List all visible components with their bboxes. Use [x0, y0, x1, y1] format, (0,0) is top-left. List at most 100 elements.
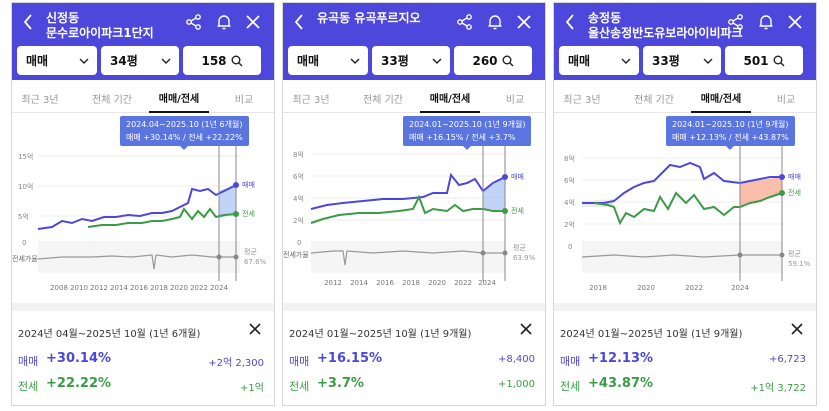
chevron-down-icon — [618, 53, 634, 69]
period-tabs: 최근 3년 전체 기간 매매/전세 비교 — [283, 83, 545, 113]
trade-type-select[interactable]: 매매 — [559, 46, 639, 75]
back-arrow-icon[interactable] — [291, 13, 307, 31]
trade-type-value: 매매 — [568, 54, 591, 68]
sale-change-amount: +8,400 — [497, 354, 535, 365]
close-icon[interactable] — [786, 13, 804, 31]
trade-type-select[interactable]: 매매 — [17, 46, 97, 75]
panel-header: 신정동 문수로아이파크1단지 매매 34평 158 — [12, 3, 274, 80]
ratio-band — [582, 241, 782, 273]
price-chart[interactable]: 15억 10억 5억 0 매매 전세 평균 67.6% 전세가율 — [12, 113, 274, 303]
summary-period: 2024년 01월~2025년 10월 (1년 9개월) — [560, 329, 743, 340]
x-tick: 2022 — [454, 279, 472, 287]
share-icon[interactable] — [185, 13, 203, 31]
close-icon[interactable] — [248, 321, 262, 335]
apartment-title: 유곡동 유곡푸르지오 — [317, 11, 421, 25]
tab-all-period[interactable]: 전체 기간 — [363, 94, 403, 106]
y-tick: 8억 — [293, 151, 304, 159]
jeonse-change-amount: +1,000 — [497, 379, 535, 390]
jeonse-series-label: 전세 — [788, 188, 801, 197]
x-tick: 2020 — [637, 284, 655, 292]
jeonse-price-line — [310, 194, 505, 224]
avg-value: 59.1% — [788, 260, 811, 268]
back-arrow-icon[interactable] — [20, 13, 36, 31]
trade-type-value: 매매 — [26, 54, 49, 68]
period-tabs: 최근 3년 전체 기간 매매/전세 비교 — [554, 83, 816, 113]
chevron-down-icon — [347, 53, 363, 69]
x-tick: 2016 — [130, 284, 148, 292]
share-icon[interactable] — [727, 13, 745, 31]
divider — [12, 303, 274, 311]
y-tick: 10억 — [18, 183, 33, 191]
close-icon[interactable] — [519, 321, 533, 335]
tab-sale-jeonse[interactable]: 매매/전세 — [149, 83, 209, 113]
y-tick: 8억 — [564, 155, 575, 163]
chevron-down-icon — [158, 53, 174, 69]
tab-all-period[interactable]: 전체 기간 — [634, 94, 674, 106]
size-value: 33평 — [652, 54, 680, 68]
close-icon[interactable] — [244, 13, 262, 31]
close-icon[interactable] — [790, 321, 804, 335]
jeonse-change-amount: +1억 3,722 — [750, 383, 806, 394]
sale-price-line — [37, 184, 237, 230]
bell-icon[interactable] — [757, 13, 775, 31]
jeonse-label: 전세 — [18, 380, 39, 393]
y-tick: 6억 — [293, 173, 304, 181]
tooltip-range: 2024.01~2025.10 (1년 9개월) — [409, 120, 526, 129]
tab-sale-jeonse[interactable]: 매매/전세 — [420, 83, 480, 113]
jeonse-change-percent: +22.22% — [46, 376, 112, 391]
apartment-title: 신정동 문수로아이파크1단지 — [46, 11, 154, 40]
range-tooltip: 2024.01~2025.10 (1년 9개월) 매매 +16.15% / 전세… — [403, 116, 532, 150]
sale-series-label: 매매 — [788, 173, 801, 181]
x-tick: 2022 — [190, 284, 208, 292]
tab-compare[interactable]: 비교 — [234, 94, 254, 106]
tab-recent-3y[interactable]: 최근 3년 — [21, 94, 59, 106]
listing-count-button[interactable]: 158 — [183, 46, 261, 75]
sale-change-percent: +16.15% — [317, 351, 383, 366]
chevron-down-icon — [429, 53, 445, 69]
x-tick: 2012 — [90, 284, 108, 292]
x-tick: 2014 — [110, 284, 128, 292]
x-tick: 2016 — [376, 279, 394, 287]
tab-sale-jeonse[interactable]: 매매/전세 — [691, 83, 751, 113]
listing-count-button[interactable]: 260 — [454, 46, 532, 75]
sale-change-percent: +12.13% — [588, 351, 654, 366]
sale-change-amount: +6,723 — [768, 354, 806, 365]
jeonse-label: 전세 — [560, 380, 581, 393]
summary-card: 2024년 01월~2025년 10월 (1년 9개월) 매매 +12.13% … — [554, 311, 816, 405]
search-icon — [773, 55, 785, 67]
close-icon[interactable] — [515, 13, 533, 31]
avg-value: 63.9% — [513, 254, 536, 262]
price-chart[interactable]: 8억 6억 4억 2억 0 매매 전세 평균 63.9% 전세가율 — [283, 113, 545, 303]
jeonse-change-percent: +3.7% — [317, 376, 364, 391]
avg-label: 평균 — [788, 249, 801, 258]
tab-compare[interactable]: 비교 — [505, 94, 525, 106]
range-tooltip: 2024.04~2025.10 (1년 6개월) 매매 +30.14% / 전세… — [120, 116, 249, 150]
sale-change-amount: +2억 2,300 — [208, 358, 264, 369]
size-select[interactable]: 33평 — [372, 46, 450, 75]
size-select[interactable]: 34평 — [101, 46, 179, 75]
bell-icon[interactable] — [215, 13, 233, 31]
tab-recent-3y[interactable]: 최근 3년 — [292, 94, 330, 106]
trade-type-select[interactable]: 매매 — [288, 46, 368, 75]
size-select[interactable]: 33평 — [643, 46, 721, 75]
share-icon[interactable] — [456, 13, 474, 31]
divider — [554, 303, 816, 311]
price-chart[interactable]: 8억 6억 4억 2억 0 매매 전세 평균 59.1% — [554, 113, 816, 303]
size-value: 33평 — [381, 54, 409, 68]
x-tick: 2018 — [150, 284, 168, 292]
ratio-line — [310, 250, 505, 266]
tab-all-period[interactable]: 전체 기간 — [92, 94, 132, 106]
trade-type-value: 매매 — [297, 54, 320, 68]
avg-label: 평균 — [244, 247, 257, 256]
tab-recent-3y[interactable]: 최근 3년 — [563, 94, 601, 106]
x-tick: 2012 — [324, 279, 342, 287]
bell-icon[interactable] — [486, 13, 504, 31]
apartment-title: 송정동 울산송정반도유보라아이비파크 — [588, 11, 743, 40]
y-tick: 0 — [568, 243, 572, 251]
tab-compare[interactable]: 비교 — [776, 94, 796, 106]
back-arrow-icon[interactable] — [562, 13, 578, 31]
listing-count-button[interactable]: 501 — [725, 46, 803, 75]
panel-header: 송정동 울산송정반도유보라아이비파크 매매 33평 501 — [554, 3, 816, 80]
sale-series-label: 매매 — [242, 181, 255, 189]
x-tick: 2020 — [428, 279, 446, 287]
